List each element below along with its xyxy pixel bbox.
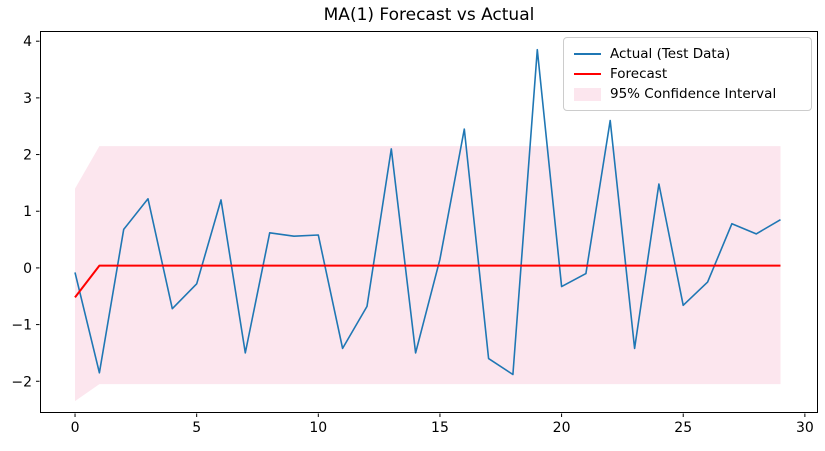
- legend-label-ci: 95% Confidence Interval: [610, 86, 777, 102]
- legend-line-sample-actual: [574, 53, 601, 55]
- y-tick-label: 0: [23, 261, 32, 277]
- x-axis-ticks: [74, 413, 806, 417]
- legend-line-sample-forecast: [574, 73, 601, 75]
- legend-item-actual: Actual (Test Data): [574, 44, 801, 64]
- y-tick-label: 2: [23, 148, 32, 164]
- x-tick-label: 5: [192, 420, 201, 436]
- y-axis-ticks: [36, 40, 40, 382]
- x-tick-label: 15: [431, 420, 449, 436]
- x-tick-label: 30: [796, 420, 814, 436]
- legend-item-forecast: Forecast: [574, 64, 801, 84]
- y-tick-label: −2: [11, 374, 32, 390]
- legend-patch-sample-ci: [574, 87, 601, 101]
- x-tick-label: 10: [309, 420, 327, 436]
- legend: Actual (Test Data) Forecast 95% Confiden…: [563, 37, 812, 111]
- y-axis-tick-labels: −2 −1 0 1 2 3 4: [11, 34, 32, 390]
- confidence-band: [75, 146, 781, 402]
- x-tick-label: 25: [674, 420, 692, 436]
- y-tick-label: 4: [23, 34, 32, 50]
- axes-frame: [40, 31, 818, 413]
- y-tick-label: 1: [23, 204, 32, 220]
- x-tick-label: 0: [71, 420, 80, 436]
- chart-title: MA(1) Forecast vs Actual: [323, 5, 535, 25]
- actual-line: [74, 48, 781, 376]
- x-axis-tick-labels: 0 5 10 15 20 25 30: [71, 420, 814, 436]
- forecast-line: [74, 264, 781, 299]
- legend-label-actual: Actual (Test Data): [610, 46, 731, 62]
- x-tick-label: 20: [553, 420, 571, 436]
- y-tick-label: −1: [11, 318, 32, 334]
- y-tick-label: 3: [23, 91, 32, 107]
- legend-item-ci: 95% Confidence Interval: [574, 84, 801, 104]
- legend-label-forecast: Forecast: [610, 66, 668, 82]
